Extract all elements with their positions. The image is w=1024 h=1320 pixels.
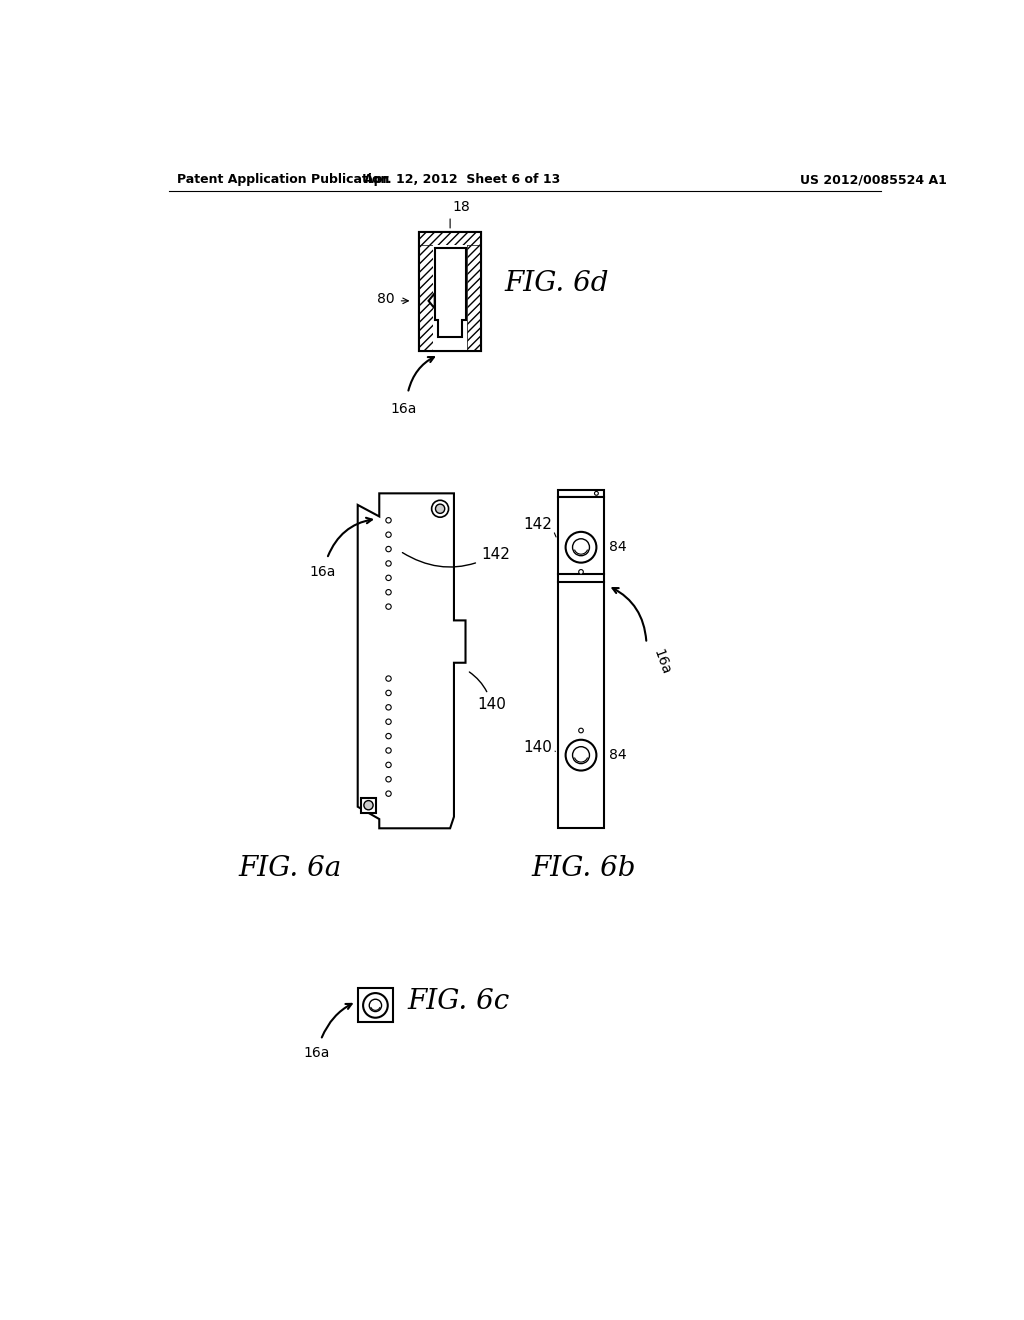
Bar: [419, 231, 481, 246]
Text: 80: 80: [377, 292, 394, 306]
Polygon shape: [429, 293, 435, 309]
Text: 84: 84: [608, 540, 627, 554]
Circle shape: [386, 605, 391, 610]
Circle shape: [386, 576, 391, 581]
Bar: [433, 246, 467, 351]
Circle shape: [364, 800, 373, 810]
Text: 142: 142: [523, 516, 552, 532]
Circle shape: [386, 734, 391, 739]
Text: 16a: 16a: [310, 565, 336, 579]
Circle shape: [432, 500, 449, 517]
Text: Apr. 12, 2012  Sheet 6 of 13: Apr. 12, 2012 Sheet 6 of 13: [364, 173, 560, 186]
Text: 84: 84: [608, 748, 627, 762]
Text: 140: 140: [523, 741, 552, 755]
Circle shape: [386, 676, 391, 681]
Text: 16a: 16a: [304, 1047, 330, 1060]
Text: 140: 140: [469, 672, 506, 711]
Circle shape: [386, 546, 391, 552]
Circle shape: [386, 719, 391, 725]
Circle shape: [386, 590, 391, 595]
Circle shape: [364, 993, 388, 1018]
Circle shape: [386, 561, 391, 566]
Circle shape: [386, 705, 391, 710]
Circle shape: [370, 999, 382, 1011]
Bar: [419, 231, 433, 351]
Text: FIG. 6a: FIG. 6a: [239, 855, 342, 882]
Circle shape: [386, 748, 391, 754]
Circle shape: [386, 517, 391, 523]
Circle shape: [572, 539, 590, 556]
Text: FIG. 6d: FIG. 6d: [504, 271, 608, 297]
Bar: [419, 231, 481, 351]
Text: FIG. 6b: FIG. 6b: [531, 855, 636, 882]
Bar: [558, 498, 604, 829]
Polygon shape: [435, 248, 466, 337]
Bar: [360, 797, 376, 813]
Circle shape: [386, 791, 391, 796]
Text: FIG. 6c: FIG. 6c: [407, 989, 509, 1015]
Text: US 2012/0085524 A1: US 2012/0085524 A1: [801, 173, 947, 186]
Circle shape: [579, 729, 584, 733]
Text: 16a: 16a: [650, 647, 673, 677]
Bar: [467, 231, 481, 351]
Bar: [558, 490, 604, 498]
Circle shape: [386, 762, 391, 767]
Circle shape: [386, 690, 391, 696]
Circle shape: [579, 570, 584, 574]
Text: 142: 142: [402, 546, 510, 568]
Circle shape: [565, 739, 596, 771]
Bar: [419, 231, 481, 351]
Text: Patent Application Publication: Patent Application Publication: [177, 173, 389, 186]
Circle shape: [572, 747, 590, 763]
Circle shape: [435, 504, 444, 513]
Bar: [357, 989, 393, 1022]
Circle shape: [386, 776, 391, 781]
Circle shape: [595, 491, 598, 495]
Circle shape: [386, 532, 391, 537]
Text: 16a: 16a: [391, 403, 417, 417]
Polygon shape: [357, 494, 466, 829]
Circle shape: [565, 532, 596, 562]
Text: 18: 18: [453, 199, 470, 214]
